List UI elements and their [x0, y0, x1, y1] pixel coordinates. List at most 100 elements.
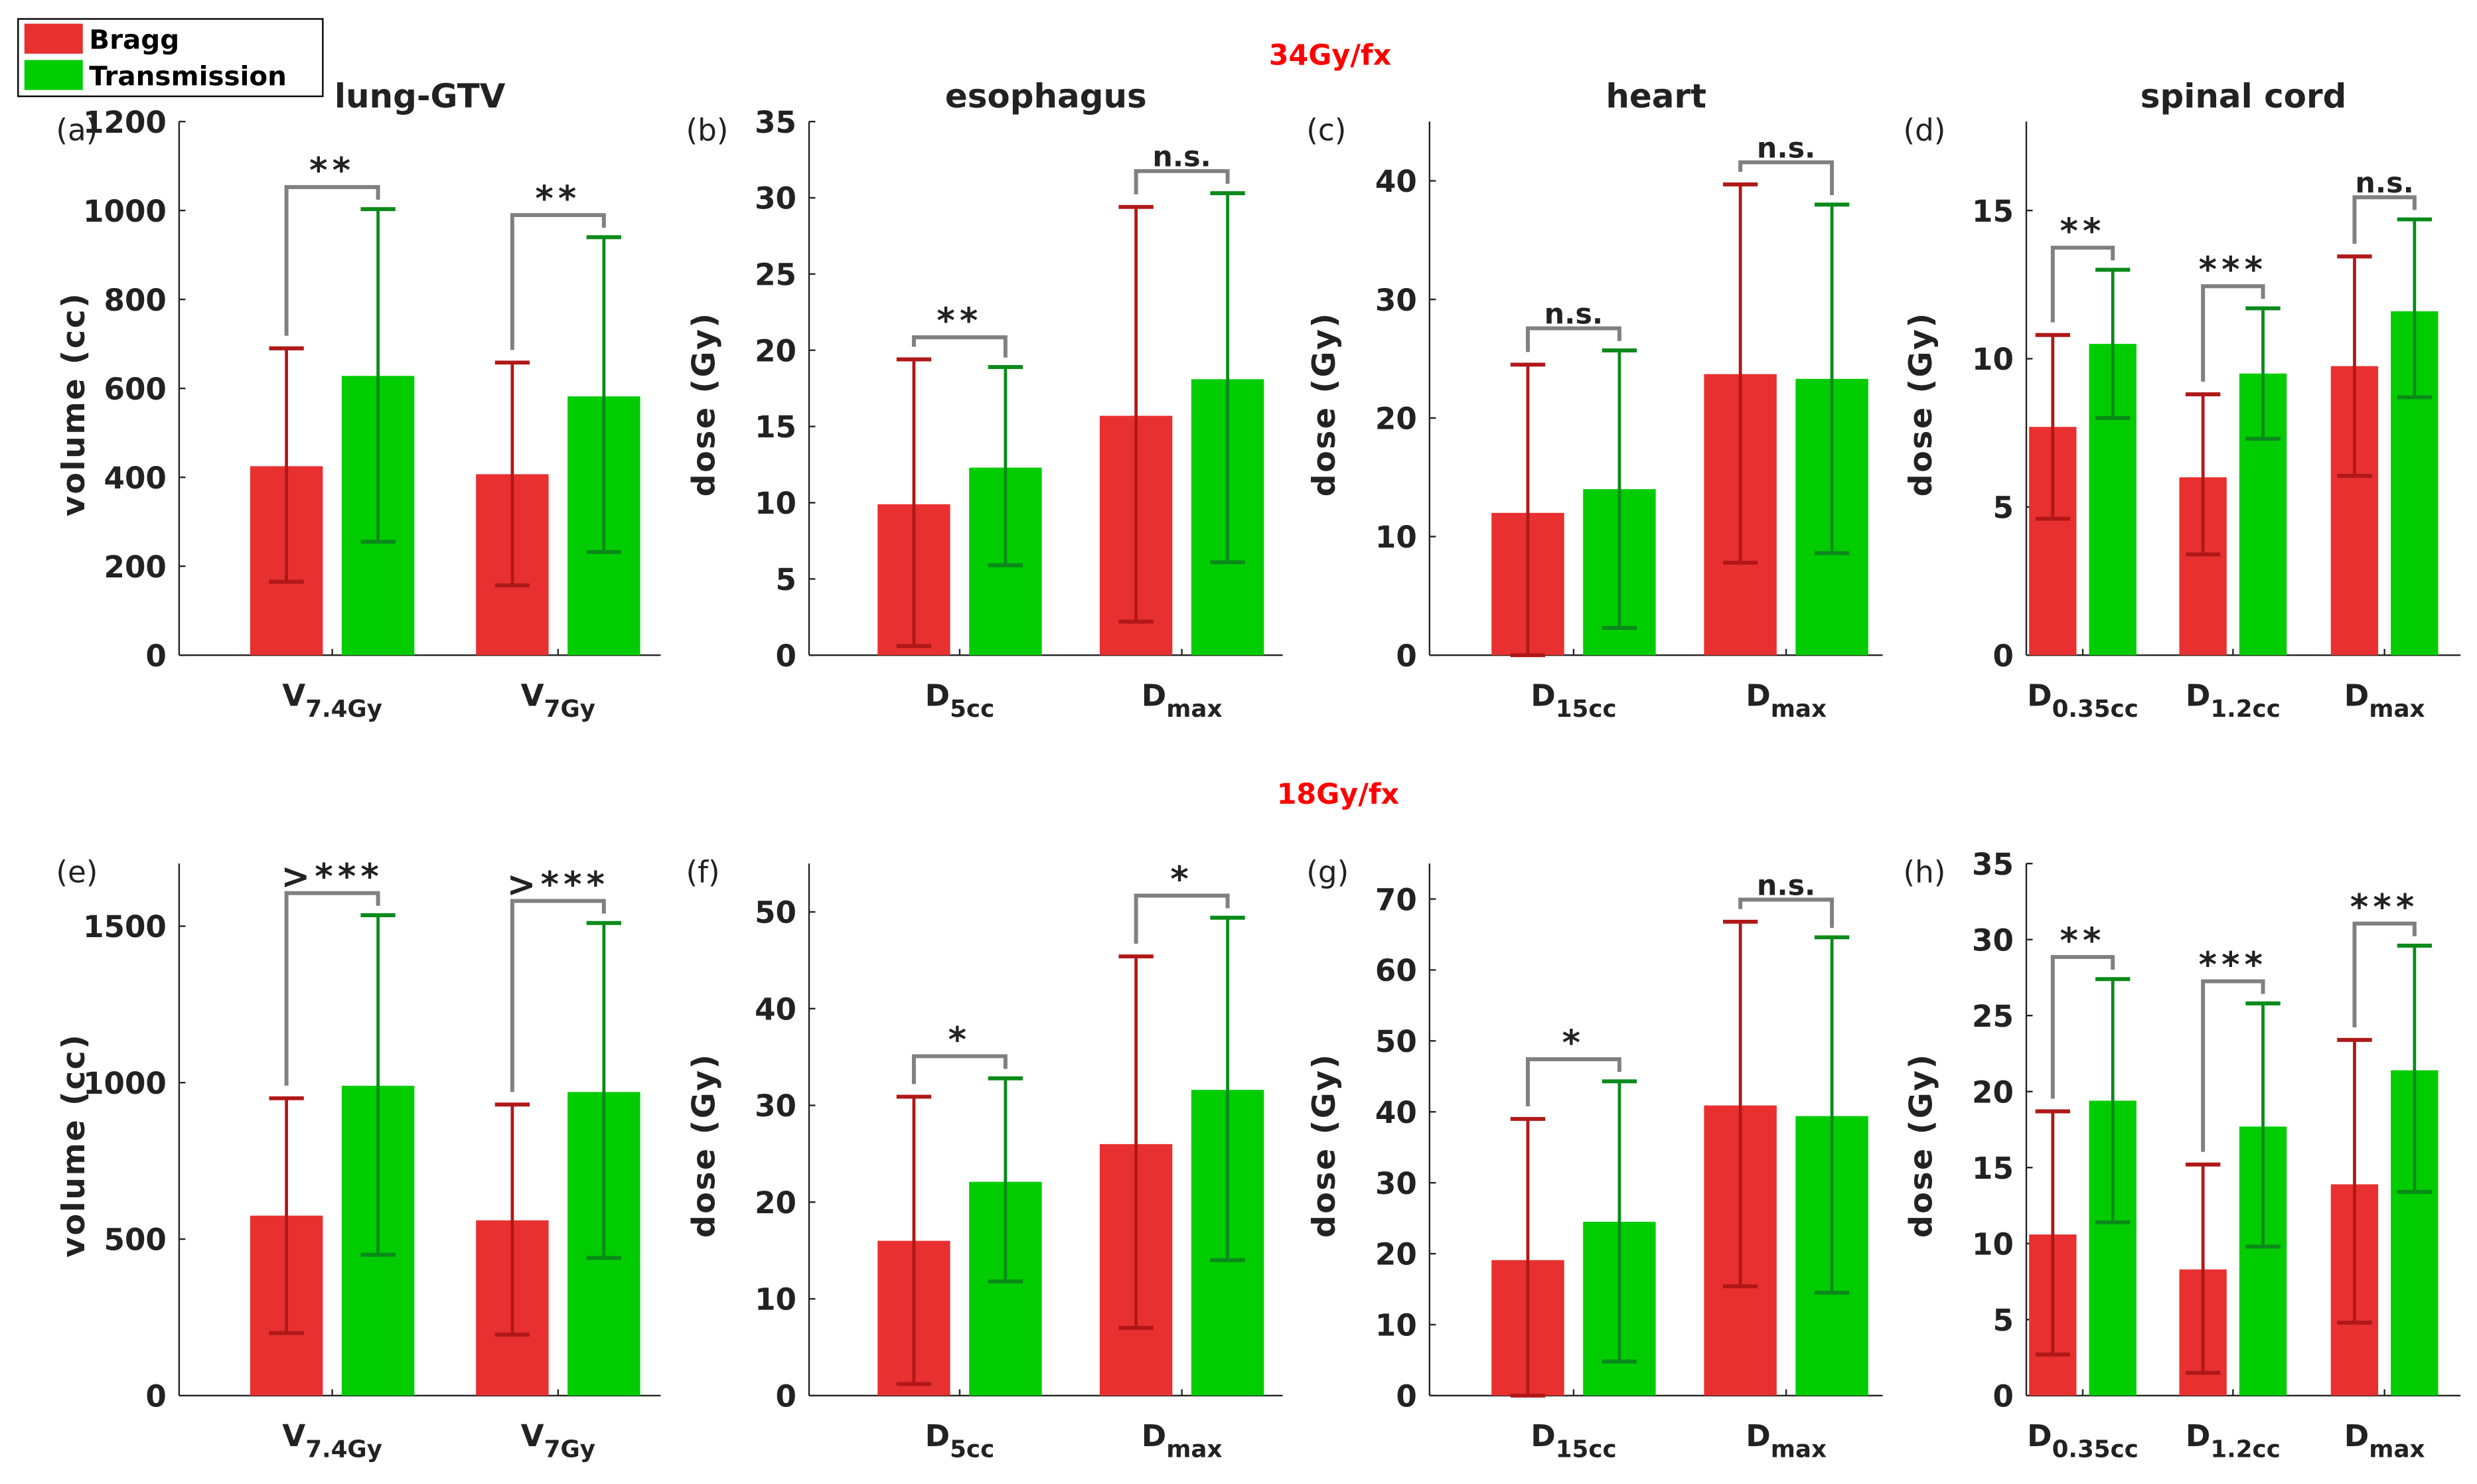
x-tick-label: D5cc	[925, 1418, 995, 1463]
y-tick-label: 10	[755, 1282, 796, 1317]
panel-letter: (f)	[686, 855, 719, 890]
significance-bracket	[510, 213, 606, 350]
significance-label: **	[2060, 921, 2106, 961]
y-tick-label: 0	[776, 638, 796, 674]
section-title-34gy: 34Gy/fx	[1269, 39, 1391, 72]
x-tick-main: D	[1746, 678, 1771, 713]
x-tick-main: D	[1142, 678, 1167, 713]
panel-title: esophagus	[945, 77, 1147, 115]
x-tick-label: D0.35cc	[2027, 678, 2139, 723]
panel-letter: (g)	[1306, 855, 1349, 890]
x-tick-main: V	[282, 1418, 305, 1453]
significance-label: ***	[2350, 887, 2419, 927]
significance-bracket	[284, 891, 380, 1086]
x-tick-main: V	[521, 678, 544, 713]
y-tick-label: 0	[1396, 1378, 1416, 1414]
panel-letter: (b)	[686, 113, 728, 148]
y-tick-label: 40	[755, 992, 796, 1027]
y-tick-label: 30	[1375, 1166, 1417, 1201]
y-tick-label: 200	[104, 550, 167, 585]
y-tick-label: 30	[1972, 923, 2014, 958]
x-tick-main: D	[925, 678, 950, 713]
significance-label: *	[1170, 859, 1193, 899]
y-tick-label: 0	[1396, 638, 1416, 674]
significance-bracket	[1134, 893, 1230, 944]
x-tick-sub: max	[2369, 1436, 2425, 1463]
significance-label: n.s.	[1544, 298, 1603, 331]
significance-bracket	[284, 185, 380, 336]
x-tick-main: D	[2186, 1418, 2211, 1453]
x-tick-sub: 7Gy	[544, 1436, 595, 1463]
significance-bracket	[911, 335, 1008, 358]
y-tick-label: 10	[1375, 520, 1417, 555]
x-tick-main: D	[1142, 1418, 1167, 1453]
significance-label: **	[309, 151, 355, 191]
x-tick-sub: 7.4Gy	[305, 1436, 382, 1463]
significance-label: n.s.	[1152, 141, 1211, 174]
y-tick-label: 20	[755, 1185, 796, 1221]
significance-bracket	[2352, 195, 2417, 244]
significance-label: **	[535, 179, 581, 219]
x-tick-label: D5cc	[925, 678, 995, 723]
y-tick-label: 25	[1972, 999, 2014, 1034]
significance-bracket	[510, 899, 606, 1092]
y-tick-label: 50	[1375, 1024, 1417, 1059]
y-tick-label: 15	[755, 409, 796, 445]
y-tick-label: 60	[1375, 953, 1417, 988]
x-tick-main: D	[925, 1418, 950, 1453]
significance-label: n.s.	[1757, 131, 1815, 165]
x-tick-label: D1.2cc	[2186, 1418, 2281, 1463]
y-tick-label: 800	[104, 283, 167, 318]
significance-bracket	[2201, 979, 2265, 1152]
y-tick-label: 10	[1375, 1308, 1417, 1343]
y-axis-label: volume (cc)	[56, 1033, 92, 1258]
x-tick-main: D	[2027, 678, 2052, 713]
y-tick-label: 40	[1375, 164, 1417, 199]
panel-title: heart	[1606, 77, 1706, 115]
x-tick-sub: max	[2369, 696, 2425, 723]
x-tick-main: D	[2027, 1418, 2052, 1453]
panel-a: 0 200 400 600 800 1000 1200 volume (cc) (a) lung-…	[56, 77, 661, 723]
x-tick-sub: 5cc	[950, 696, 994, 723]
y-axis-label: dose (Gy)	[1306, 312, 1343, 497]
x-tick-label: Dmax	[2344, 1418, 2425, 1463]
y-tick-label: 10	[1972, 1226, 2014, 1262]
y-axis-label: volume (cc)	[56, 292, 92, 516]
y-tick-label: 0	[1993, 638, 2014, 674]
y-tick-label: 10	[1972, 342, 2014, 377]
significance-bracket	[2352, 921, 2417, 1027]
y-tick-label: 0	[1993, 1378, 2014, 1414]
x-tick-main: D	[1746, 1418, 1771, 1453]
significance-label: *	[948, 1019, 972, 1060]
legend-label-bragg: Bragg	[89, 24, 179, 56]
x-tick-label: D1.2cc	[2186, 678, 2281, 723]
y-tick-label: 20	[1375, 1237, 1417, 1272]
significance-bracket	[1134, 169, 1230, 194]
significance-label: ***	[2199, 944, 2268, 985]
panel-letter: (h)	[1903, 855, 1945, 890]
y-tick-label: 20	[1972, 1075, 2014, 1110]
x-tick-main: D	[2344, 678, 2369, 713]
y-axis-label: dose (Gy)	[686, 312, 722, 497]
significance-bracket	[2050, 954, 2115, 1099]
y-tick-label: 0	[145, 638, 166, 674]
x-tick-main: V	[521, 1418, 544, 1453]
y-tick-label: 30	[1375, 283, 1417, 318]
y-axis-label: dose (Gy)	[1903, 1053, 1939, 1238]
legend-label-transmission: Transmission	[89, 60, 287, 92]
y-tick-label: 0	[145, 1378, 166, 1414]
y-tick-label: 600	[104, 372, 167, 407]
x-tick-label: V7Gy	[521, 1418, 595, 1463]
significance-label: >***	[507, 864, 610, 905]
x-tick-label: D15cc	[1531, 678, 1616, 723]
significance-bracket	[1738, 160, 1835, 195]
x-tick-label: Dmax	[1746, 1418, 1827, 1463]
y-tick-label: 0	[776, 1378, 796, 1414]
x-tick-sub: max	[1166, 1436, 1222, 1463]
x-tick-sub: 7.4Gy	[305, 696, 382, 723]
